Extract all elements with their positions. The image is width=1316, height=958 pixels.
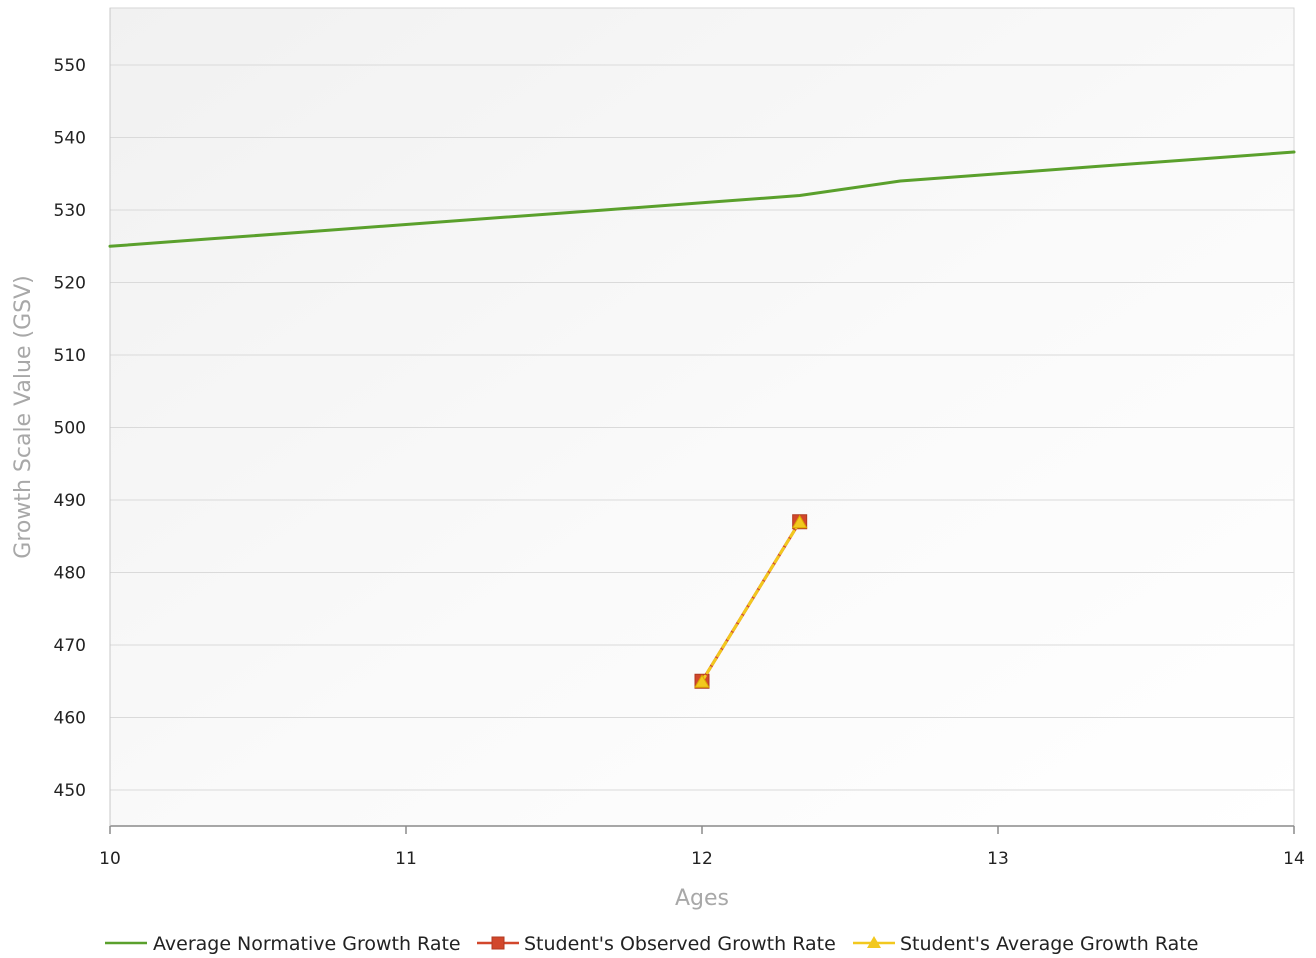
y-tick-label: 550	[54, 56, 86, 76]
x-tick-label: 11	[395, 849, 417, 869]
y-tick-label: 480	[54, 564, 86, 584]
data-point-triangle	[791, 514, 808, 529]
y-tick-label: 500	[54, 419, 86, 439]
legend-label: Average Normative Growth Rate	[153, 933, 461, 955]
y-tick-label: 470	[54, 636, 86, 656]
y-tick-label: 510	[54, 346, 86, 366]
series-line-2	[700, 520, 802, 683]
legend: Average Normative Growth Rate Student's O…	[105, 933, 1198, 955]
legend-label: Student's Average Growth Rate	[900, 933, 1198, 955]
y-tick-label: 450	[54, 781, 86, 801]
plot-area	[109, 7, 1295, 827]
y-axis-title: Growth Scale Value (GSV)	[11, 275, 36, 558]
x-axis-title: Ages	[675, 886, 729, 911]
legend-square-marker	[491, 936, 505, 950]
y-tick-label: 520	[54, 274, 86, 294]
series-line-0	[108, 150, 1296, 248]
x-tick-label: 13	[987, 849, 1009, 869]
legend-triangle-marker	[867, 936, 881, 948]
y-tick-label: 460	[54, 709, 86, 729]
y-tick-label: 530	[54, 201, 86, 221]
y-tick-label: 490	[54, 491, 86, 511]
x-tick-label: 14	[1283, 849, 1305, 869]
x-tick-label: 10	[99, 849, 121, 869]
y-tick-label: 540	[54, 129, 86, 149]
legend-label: Student's Observed Growth Rate	[524, 933, 836, 955]
x-tick-label: 12	[691, 849, 713, 869]
data-point-triangle	[694, 674, 710, 688]
